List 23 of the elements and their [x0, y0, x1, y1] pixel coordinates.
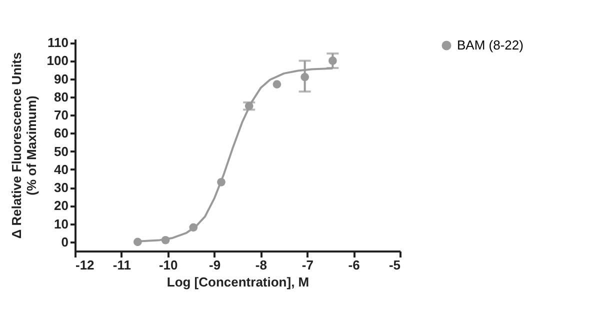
- x-tick-label: -7: [302, 258, 314, 272]
- legend-label: BAM (8-22): [457, 38, 524, 52]
- x-tick-label: -8: [255, 258, 267, 272]
- y-tick-label: 30: [54, 180, 68, 196]
- x-tick-label: -9: [209, 258, 221, 272]
- y-tick-label: 60: [54, 126, 68, 141]
- y-tick-label: 110: [48, 35, 68, 50]
- x-axis-title: Log [Concentration], M: [166, 274, 310, 290]
- y-tick-label: 20: [54, 198, 68, 214]
- y-tick-label: 10: [54, 216, 68, 232]
- x-tick-label: -5: [388, 258, 400, 272]
- y-tick-label: 80: [54, 89, 68, 104]
- x-tick-label: -11: [112, 258, 131, 272]
- x-tick-label: -10: [158, 258, 178, 272]
- y-tick-label: 90: [54, 71, 68, 86]
- y-tick-label: 70: [54, 108, 68, 123]
- y-tick-label: 40: [54, 162, 68, 177]
- y-axis-title: Δ Relative Fluorescence Units (% of Maximum): [8, 52, 39, 239]
- y-tick-label: 100: [46, 53, 68, 68]
- y-tick-label: 50: [54, 144, 68, 159]
- y-tick-label: 0: [61, 234, 68, 250]
- x-tick-label: -12: [76, 258, 94, 272]
- x-tick-label: -6: [348, 258, 360, 272]
